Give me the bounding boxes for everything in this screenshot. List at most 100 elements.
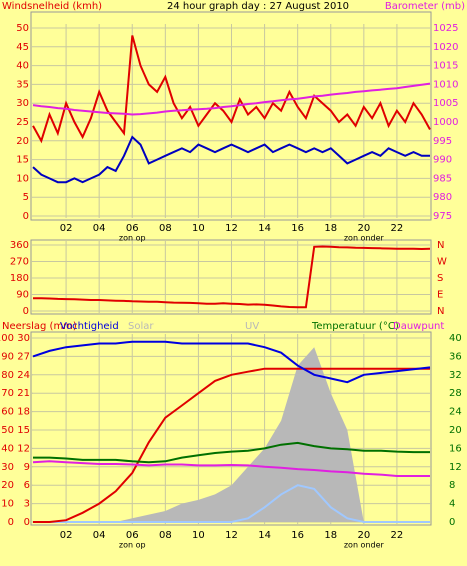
y-tick-label: 100: [0, 333, 14, 344]
y2-tick-label: 980: [433, 192, 452, 203]
y2-tick-label: 985: [433, 173, 452, 184]
y2-tick-label: 12: [17, 443, 30, 454]
y-tick-label: 0: [23, 211, 29, 222]
y3-tick-label: 36: [449, 351, 462, 362]
y2-tick-label: 975: [433, 211, 452, 222]
x-tick-label: 22: [391, 223, 404, 234]
y-tick-label: 0: [23, 306, 29, 317]
x-tick-label: 18: [324, 530, 337, 541]
y-tick-label: 40: [1, 443, 14, 454]
y-tick-label: 90: [1, 351, 14, 362]
y2-tick-label: 18: [17, 407, 30, 418]
series-line: [32, 35, 431, 144]
series-line: [32, 135, 430, 184]
y2-tick-label: W: [437, 257, 447, 268]
y-tick-label: 40: [16, 61, 29, 72]
y-tick-label: 35: [16, 79, 29, 90]
y-tick-label: 25: [16, 117, 29, 128]
y2-tick-label: 1000: [433, 117, 458, 128]
y2-tick-label: N: [437, 240, 444, 251]
x-tick-label: 22: [391, 530, 404, 541]
x-tick-label: 02: [60, 223, 73, 234]
series-line: [33, 367, 430, 523]
y2-tick-label: 1020: [433, 42, 458, 53]
y-tick-label: 15: [16, 155, 29, 166]
x-tick-label: 08: [159, 530, 172, 541]
x-tick-label: 04: [93, 223, 106, 234]
y2-tick-label: 3: [24, 499, 30, 510]
x-tick-label: 06: [126, 223, 139, 234]
y-tick-label: 50: [16, 23, 29, 34]
legend-label: Neerslag (mm): [2, 321, 77, 332]
y2-tick-label: 24: [17, 370, 30, 381]
y3-tick-label: 12: [449, 462, 462, 473]
y-tick-label: 60: [1, 407, 14, 418]
series-line: [32, 340, 431, 384]
x-tick-label: 18: [324, 223, 337, 234]
x-tick-label: 10: [192, 223, 205, 234]
y-tick-label: 180: [10, 273, 29, 284]
y2-tick-label: 9: [24, 462, 30, 473]
y2-tick-label: E: [437, 290, 443, 301]
y3-tick-label: 40: [449, 333, 462, 344]
y2-tick-label: 21: [17, 388, 30, 399]
legend-label: Temperatuur (°C): [311, 321, 399, 332]
x-tick-label: 14: [258, 530, 271, 541]
y3-tick-label: 20: [449, 425, 462, 436]
series-line: [33, 245, 431, 309]
legend-label: Dauwpunt: [393, 321, 444, 332]
y2-tick-label: 30: [17, 333, 30, 344]
y2-tick-label: 1010: [433, 79, 458, 90]
y2-tick-label: 15: [17, 425, 30, 436]
y3-tick-label: 4: [449, 499, 455, 510]
y-tick-label: 5: [23, 192, 29, 203]
legend-label: Vochtigheid: [60, 321, 119, 332]
y-axis-label: Windsnelheid (kmh): [2, 1, 102, 12]
x-tick-label: 08: [159, 223, 172, 234]
x-tick-label: 10: [192, 530, 205, 541]
x-tick-label: 12: [225, 530, 238, 541]
legend-label: UV: [245, 321, 259, 332]
annotation: zon onder: [344, 234, 385, 243]
y-tick-label: 45: [16, 42, 29, 53]
y-tick-label: 70: [1, 388, 14, 399]
series-line: [32, 82, 431, 116]
y-tick-label: 20: [16, 136, 29, 147]
y3-tick-label: 8: [449, 480, 455, 491]
annotation: zon op: [119, 541, 146, 550]
y-tick-label: 270: [10, 257, 29, 268]
y3-tick-label: 24: [449, 407, 462, 418]
y2-axis-label: Barometer (mb): [385, 1, 465, 12]
y-tick-label: 30: [1, 462, 14, 473]
y2-tick-label: 990: [433, 155, 452, 166]
y2-tick-label: 6: [24, 480, 30, 491]
y-tick-label: 10: [16, 173, 29, 184]
y-tick-label: 30: [16, 98, 29, 109]
series-line: [33, 441, 430, 464]
x-tick-label: 20: [357, 223, 370, 234]
x-tick-label: 12: [225, 223, 238, 234]
x-tick-label: 14: [258, 223, 271, 234]
y2-tick-label: 0: [24, 517, 30, 528]
x-tick-label: 04: [93, 530, 106, 541]
y2-tick-label: S: [437, 273, 443, 284]
y2-tick-label: 1005: [433, 98, 458, 109]
x-tick-label: 02: [60, 530, 73, 541]
x-tick-label: 20: [357, 530, 370, 541]
series-area: [33, 347, 430, 522]
legend-label: Solar: [128, 321, 154, 332]
series-line: [32, 460, 430, 477]
y3-tick-label: 32: [449, 370, 462, 381]
y3-tick-label: 0: [449, 517, 455, 528]
y-tick-label: 20: [1, 480, 14, 491]
x-tick-label: 06: [126, 530, 139, 541]
y2-tick-label: 1025: [433, 23, 458, 34]
y-tick-label: 360: [10, 240, 29, 251]
y-tick-label: 80: [1, 370, 14, 381]
x-tick-label: 16: [291, 223, 304, 234]
y3-tick-label: 28: [449, 388, 462, 399]
y3-tick-label: 16: [449, 443, 462, 454]
series-line: [33, 484, 430, 523]
y-tick-label: 90: [16, 290, 29, 301]
